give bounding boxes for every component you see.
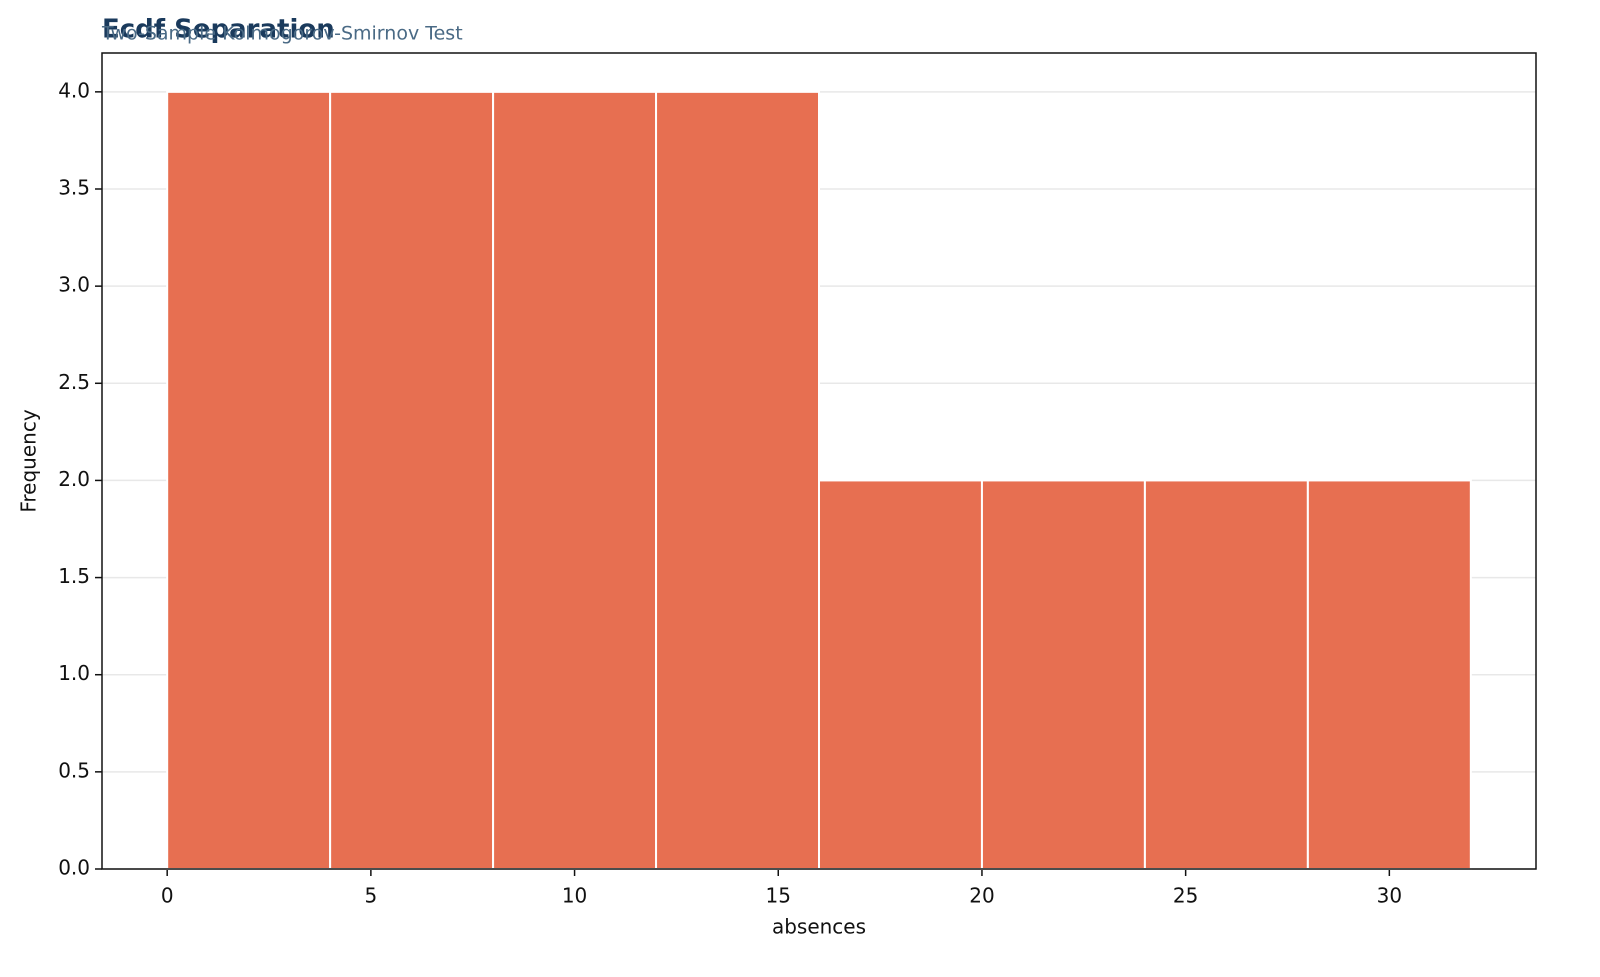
x-tick-label: 30 <box>1377 884 1402 908</box>
y-axis-label: Frequency <box>17 409 41 512</box>
x-tick-label: 15 <box>766 884 791 908</box>
y-tick-label: 3.0 <box>58 273 90 297</box>
y-tick-label: 0.5 <box>58 758 90 782</box>
bar <box>1306 479 1472 870</box>
bar <box>655 90 821 871</box>
x-tick-label: 25 <box>1173 884 1198 908</box>
chart-subtitle: Two-Sample Kolmogorov-Smirnov Test <box>101 23 463 45</box>
y-tick-label: 4.0 <box>58 78 90 102</box>
y-tick-label: 2.0 <box>58 467 90 491</box>
x-tick-label: 0 <box>161 884 174 908</box>
x-tick-label: 20 <box>969 884 994 908</box>
y-tick-label: 0.0 <box>58 856 90 880</box>
x-axis-label: absences <box>772 915 866 939</box>
y-tick-label: 1.5 <box>58 564 90 588</box>
y-tick-label: 1.0 <box>58 661 90 685</box>
bar <box>166 90 332 871</box>
bar <box>1143 479 1309 870</box>
plot-frame <box>101 52 1537 870</box>
x-tick-label: 10 <box>562 884 587 908</box>
bar <box>329 90 495 871</box>
x-tick-label: 5 <box>365 884 378 908</box>
y-tick-label: 2.5 <box>58 370 90 394</box>
bar <box>980 479 1146 870</box>
bar <box>818 479 983 870</box>
y-tick-label: 3.5 <box>58 176 90 200</box>
bar <box>492 90 658 871</box>
chart-title: Ecdf Separation <box>102 15 335 45</box>
